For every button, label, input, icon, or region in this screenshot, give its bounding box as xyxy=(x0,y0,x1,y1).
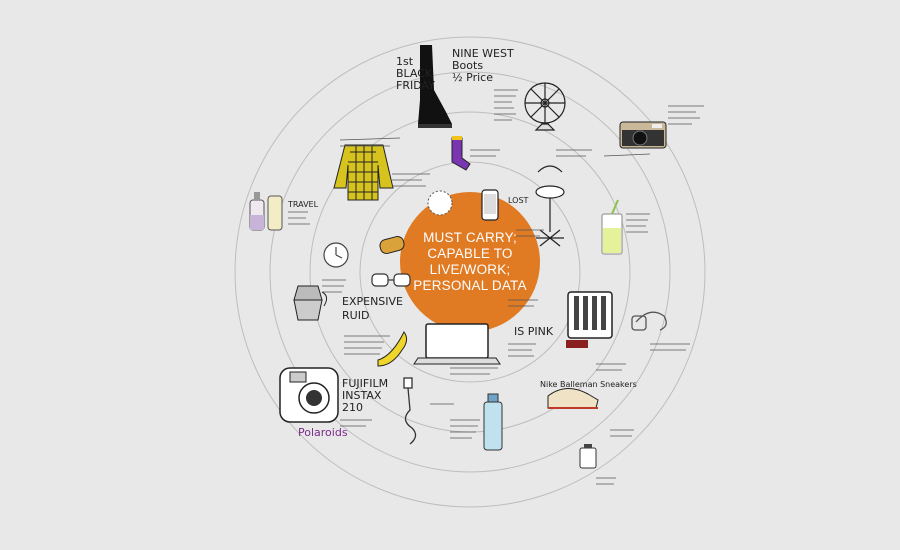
center-line-4: PERSONAL DATA xyxy=(413,278,527,293)
moka-pot-icon xyxy=(293,285,328,321)
center-circle xyxy=(400,192,540,332)
ruid-note: RUID xyxy=(342,309,370,322)
chair-icon xyxy=(535,165,565,247)
black-friday-note: 1st BLACK FRIDAY xyxy=(396,55,435,92)
fan-icon xyxy=(524,82,566,131)
lost-note: LOST xyxy=(508,196,529,205)
sneaker-icon xyxy=(547,388,599,409)
center-label: MUST CARRY; CAPABLE TO LIVE/WORK; PERSON… xyxy=(390,230,550,294)
water-bottle-icon xyxy=(483,393,503,451)
boots-note: NINE WEST Boots ½ Price xyxy=(452,47,514,84)
center-line-2: CAPABLE TO xyxy=(427,246,513,261)
center-line-1: MUST CARRY; xyxy=(423,230,517,245)
handwritten-notes xyxy=(288,89,704,485)
sneaker-note: Nike Balleman Sneakers xyxy=(540,380,637,389)
polaroids-note: Polaroids xyxy=(298,426,348,439)
socks-icon xyxy=(451,136,471,171)
laptop-icon xyxy=(413,323,501,365)
boots-icon xyxy=(418,45,452,128)
ring-3 xyxy=(269,71,671,473)
clock-icon xyxy=(323,242,349,268)
jacket-icon xyxy=(333,144,394,201)
glasses-icon xyxy=(371,273,411,287)
travel-note: TRAVEL xyxy=(288,200,319,209)
headphones-icon xyxy=(631,311,667,331)
banana-icon xyxy=(377,331,408,367)
pink-note: IS PINK xyxy=(514,325,554,338)
pen-kit-icon xyxy=(566,291,613,348)
center-line-3: LIVE/WORK; xyxy=(429,262,511,277)
fujifilm-note: FUJIFILM INSTAX 210 xyxy=(342,377,389,414)
lotion-icon xyxy=(249,192,283,231)
drink-icon xyxy=(601,199,623,255)
phone-icon xyxy=(481,189,499,221)
expensive-note: EXPENSIVE xyxy=(342,295,403,308)
bandage-icon xyxy=(379,235,405,255)
ring-1 xyxy=(359,161,581,383)
ring-4 xyxy=(234,36,706,508)
film-canister-icon xyxy=(579,444,597,469)
camera-icon xyxy=(619,121,667,149)
badge-icon xyxy=(427,190,453,216)
instax-camera-icon xyxy=(279,367,339,423)
cable-icon xyxy=(403,377,417,445)
